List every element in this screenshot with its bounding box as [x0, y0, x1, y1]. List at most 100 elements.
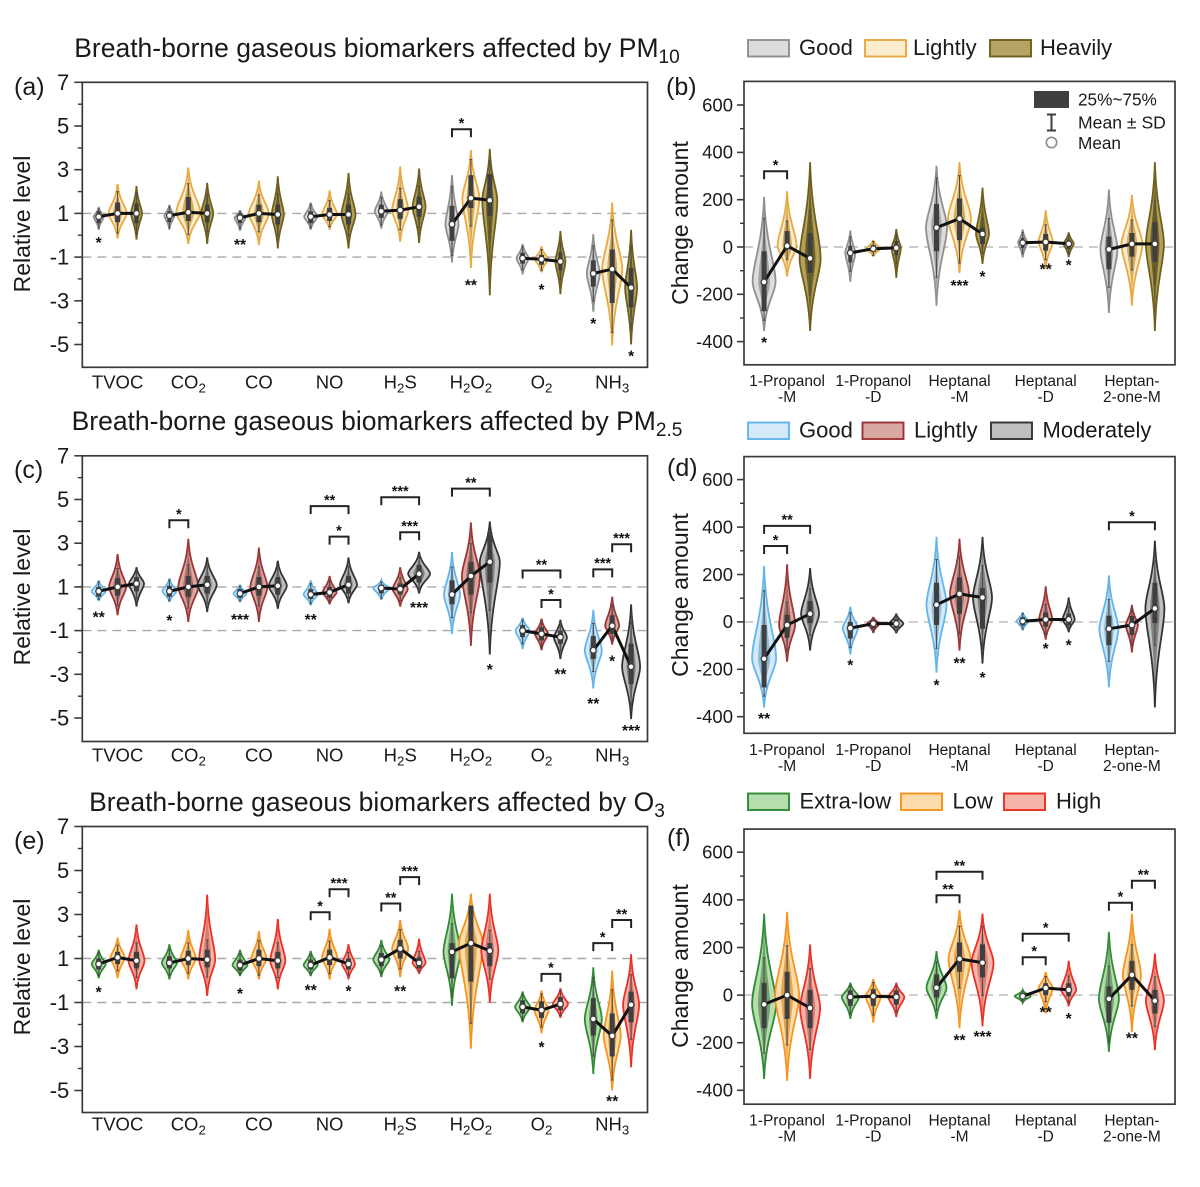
svg-text:High: High	[1056, 789, 1101, 814]
svg-text:*: *	[847, 657, 854, 674]
svg-text:Heptanal: Heptanal	[1015, 742, 1077, 759]
svg-text:0: 0	[723, 611, 733, 632]
svg-text:**: **	[954, 859, 966, 875]
svg-text:***: ***	[973, 1029, 992, 1046]
svg-text:H2O2: H2O2	[450, 372, 493, 396]
svg-text:25%~75%: 25%~75%	[1078, 90, 1157, 110]
svg-text:200: 200	[702, 937, 733, 958]
svg-text:*: *	[600, 930, 606, 946]
svg-text:7: 7	[57, 814, 69, 839]
svg-text:*: *	[1031, 944, 1037, 960]
svg-text:*: *	[538, 282, 545, 299]
svg-text:**: **	[93, 610, 106, 627]
svg-text:**: **	[324, 493, 336, 509]
svg-text:*: *	[1118, 890, 1124, 906]
svg-text:Heptan-: Heptan-	[1104, 373, 1159, 390]
svg-text:1: 1	[57, 946, 69, 971]
svg-text:**: **	[465, 475, 477, 491]
svg-text:**: **	[587, 696, 600, 713]
svg-text:**: **	[1138, 868, 1150, 884]
svg-text:***: ***	[401, 864, 418, 880]
svg-text:Good: Good	[799, 418, 853, 443]
svg-text:**: **	[385, 890, 397, 906]
svg-text:*: *	[773, 533, 779, 549]
svg-text:2-one-M: 2-one-M	[1103, 1129, 1161, 1146]
svg-text:**: **	[1126, 1031, 1139, 1048]
svg-text:*: *	[609, 653, 616, 670]
svg-text:Mean ± SD: Mean ± SD	[1078, 113, 1166, 133]
svg-text:**: **	[781, 513, 793, 529]
svg-text:Change amount: Change amount	[667, 884, 693, 1048]
svg-text:-D: -D	[865, 1129, 881, 1146]
svg-text:5: 5	[57, 487, 69, 512]
svg-text:-D: -D	[865, 758, 881, 775]
svg-text:*: *	[590, 316, 597, 333]
svg-text:Change amount: Change amount	[667, 513, 693, 677]
svg-text:-5: -5	[50, 1078, 70, 1103]
svg-text:*: *	[176, 507, 182, 523]
svg-text:NO: NO	[316, 1114, 344, 1135]
svg-text:**: **	[606, 1094, 619, 1111]
svg-text:O2: O2	[531, 372, 553, 396]
svg-text:1-Propanol: 1-Propanol	[749, 1113, 825, 1130]
svg-text:*: *	[538, 1040, 545, 1057]
svg-text:*: *	[487, 662, 494, 679]
svg-text:3: 3	[57, 531, 69, 556]
svg-text:Lightly: Lightly	[913, 35, 977, 60]
svg-text:-1: -1	[50, 618, 70, 643]
svg-text:(e): (e)	[14, 827, 45, 855]
svg-text:***: ***	[331, 876, 348, 892]
svg-text:H2O2: H2O2	[450, 745, 493, 769]
svg-text:*: *	[1066, 637, 1073, 654]
svg-text:-M: -M	[778, 389, 796, 406]
svg-text:H2S: H2S	[384, 372, 417, 396]
svg-text:-200: -200	[696, 284, 733, 305]
svg-text:-200: -200	[696, 659, 733, 680]
svg-text:Heptanal: Heptanal	[928, 373, 990, 390]
svg-text:5: 5	[57, 858, 69, 883]
svg-text:-M: -M	[950, 389, 968, 406]
svg-text:*: *	[459, 116, 465, 132]
svg-text:Low: Low	[953, 789, 993, 814]
svg-text:CO: CO	[245, 372, 273, 393]
svg-text:7: 7	[57, 443, 69, 468]
svg-text:1-Propanol: 1-Propanol	[835, 1113, 911, 1130]
svg-text:**: **	[234, 237, 247, 254]
svg-text:*: *	[1129, 509, 1135, 525]
svg-text:*: *	[1043, 921, 1049, 937]
svg-text:400: 400	[702, 889, 733, 910]
svg-text:400: 400	[702, 516, 733, 537]
svg-text:*: *	[317, 899, 323, 915]
svg-text:200: 200	[702, 189, 733, 210]
svg-text:Heptanal: Heptanal	[928, 742, 990, 759]
svg-text:-M: -M	[778, 758, 796, 775]
svg-text:**: **	[1040, 262, 1053, 279]
svg-text:*: *	[1066, 1011, 1073, 1028]
svg-text:*: *	[773, 158, 779, 174]
svg-text:Breath-borne gaseous biomarker: Breath-borne gaseous biomarkers affected…	[89, 787, 665, 822]
svg-text:TVOC: TVOC	[92, 1114, 143, 1135]
svg-text:(f): (f)	[667, 824, 691, 852]
svg-text:1-Propanol: 1-Propanol	[749, 373, 825, 390]
svg-text:**: **	[536, 557, 548, 573]
svg-text:Relative level: Relative level	[9, 529, 35, 666]
svg-text:CO2: CO2	[171, 372, 206, 396]
svg-text:**: **	[758, 711, 771, 728]
svg-text:5: 5	[57, 113, 69, 138]
svg-text:400: 400	[702, 142, 733, 163]
svg-text:*: *	[1066, 258, 1073, 275]
svg-text:Moderately: Moderately	[1043, 418, 1152, 443]
svg-text:(a): (a)	[14, 73, 45, 101]
svg-text:***: ***	[410, 600, 429, 617]
svg-text:CO: CO	[245, 1114, 273, 1135]
svg-text:***: ***	[622, 723, 641, 740]
svg-text:-D: -D	[1038, 1129, 1054, 1146]
svg-text:H2O2: H2O2	[450, 1114, 493, 1138]
svg-text:(c): (c)	[14, 456, 43, 484]
svg-text:Relative level: Relative level	[9, 899, 35, 1036]
svg-text:Change amount: Change amount	[667, 141, 693, 305]
svg-text:H2S: H2S	[384, 745, 417, 769]
svg-text:*: *	[979, 670, 986, 687]
svg-text:Heptan-: Heptan-	[1104, 1113, 1159, 1130]
svg-text:-400: -400	[696, 331, 733, 352]
